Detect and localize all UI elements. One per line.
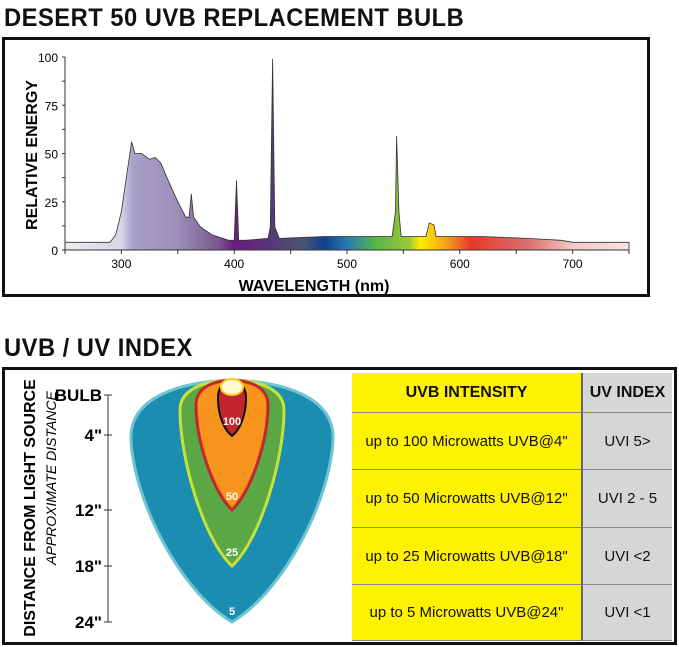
uv-index-cell: UVI <1 xyxy=(581,585,672,641)
x-tick-label: 500 xyxy=(337,257,357,271)
uvb-intensity-cell: up to 5 Microwatts UVB@24" xyxy=(352,585,581,641)
zone-label: 5 xyxy=(229,606,235,618)
y-tick-label: 75 xyxy=(45,99,59,113)
page-title: DESERT 50 UVB REPLACEMENT BULB xyxy=(4,4,465,32)
distance-tick-label: 4" xyxy=(84,426,102,445)
x-tick-label: 700 xyxy=(563,257,583,271)
uvb-intensity-cell: up to 100 Microwatts UVB@4" xyxy=(352,413,581,470)
uvb-intensity-cell: up to 25 Microwatts UVB@18" xyxy=(352,528,581,585)
spectrum-area xyxy=(64,58,630,251)
y-tick-label: 50 xyxy=(45,148,59,162)
y-tick-label: 100 xyxy=(38,51,58,65)
distance-tick-label: BULB xyxy=(55,386,102,405)
zone-label: 100 xyxy=(223,416,241,428)
header-uv-index: UV INDEX xyxy=(581,373,672,413)
y-tick-label: 0 xyxy=(51,244,58,258)
x-tick-label: 600 xyxy=(450,257,470,271)
distance-tick-label: 18" xyxy=(75,557,102,576)
section-title: UVB / UV INDEX xyxy=(4,334,193,362)
x-tick-label: 400 xyxy=(224,257,244,271)
zone-label: 50 xyxy=(226,491,238,503)
uvb-intensity-cell: up to 50 Microwatts UVB@12" xyxy=(352,470,581,528)
distance-tick-label: 24" xyxy=(75,613,102,632)
zone-50 xyxy=(194,378,270,513)
distance-axis-subtitle: APPROXIMATE DISTANCE xyxy=(43,390,59,565)
uv-index-cell: UVI 2 - 5 xyxy=(581,470,672,528)
x-tick-label: 300 xyxy=(111,257,131,271)
bulb-icon xyxy=(220,378,244,396)
spectrum-chart-box xyxy=(2,37,650,297)
uv-index-box xyxy=(2,367,677,645)
zone-100 xyxy=(216,380,248,438)
y-tick-label: 25 xyxy=(45,196,59,210)
distance-axis-title: DISTANCE FROM LIGHT SOURCE xyxy=(22,379,39,637)
y-axis-label: RELATIVE ENERGY xyxy=(24,80,41,230)
uv-index-cell: UVI <2 xyxy=(581,528,672,585)
header-uvb-intensity: UVB INTENSITY xyxy=(352,373,581,413)
zone-label: 25 xyxy=(226,547,238,559)
x-axis-label: WAVELENGTH (nm) xyxy=(239,278,390,295)
distance-tick-label: 12" xyxy=(75,501,102,520)
uv-index-cell: UVI 5> xyxy=(581,413,672,470)
